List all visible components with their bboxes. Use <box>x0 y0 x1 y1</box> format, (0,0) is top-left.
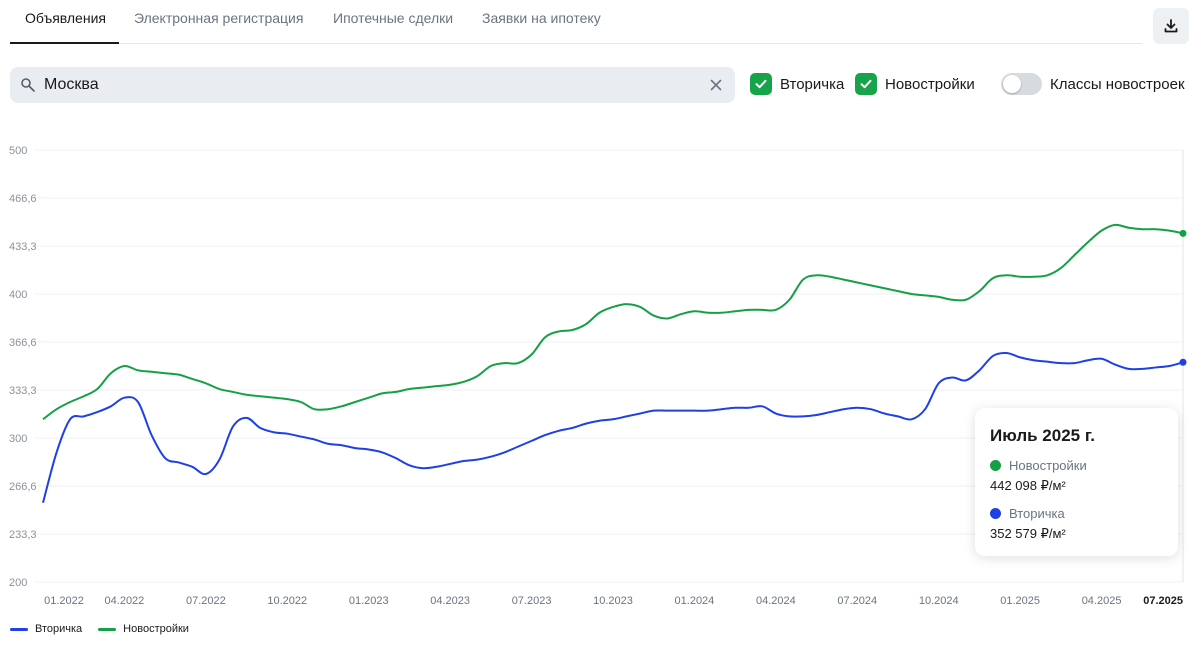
y-tick-label: 400 <box>9 289 27 301</box>
x-tick-label: 04.2023 <box>430 595 470 607</box>
tooltip-secondary-name: Вторичка <box>1009 506 1065 521</box>
tooltip-row-newbuild: Новостройки 442 098 ₽/м² <box>990 458 1163 494</box>
y-tick-label: 266,6 <box>9 481 37 493</box>
x-tick-label: 10.2022 <box>267 595 307 607</box>
download-button[interactable] <box>1153 8 1189 44</box>
x-tick-label: 01.2024 <box>675 595 715 607</box>
y-tick-label: 500 <box>9 145 27 157</box>
x-tick-label: 10.2023 <box>593 595 633 607</box>
x-axis-ticks: 01.2022 04.2022 07.2022 10.2022 01.2023 04.20… <box>44 595 1183 607</box>
legend-swatch <box>10 627 28 631</box>
x-tick-label: 04.2025 <box>1082 595 1122 607</box>
tooltip-newbuild-value: 442 098 ₽/м² <box>990 478 1066 493</box>
tooltip-title: Июль 2025 г. <box>990 426 1095 445</box>
x-tick-label: 01.2025 <box>1000 595 1040 607</box>
legend-item-newbuild[interactable]: Новостройки <box>98 623 189 635</box>
tab-electronic-registration[interactable]: Электронная регистрация <box>134 10 304 26</box>
x-tick-label: 04.2022 <box>105 595 145 607</box>
download-icon <box>1164 19 1178 33</box>
x-tick-label: 07.2025 <box>1143 595 1183 607</box>
tab-listings[interactable]: Объявления <box>25 10 106 26</box>
tab-bar: Объявления Электронная регистрация Ипоте… <box>10 0 1142 44</box>
search-icon <box>21 78 35 92</box>
x-tick-label: 01.2023 <box>349 595 389 607</box>
chart-lines <box>42 223 1187 504</box>
classes-toggle-label: Классы новостроек <box>1050 75 1185 93</box>
y-tick-label: 466,6 <box>9 193 37 205</box>
x-tick-label: 07.2024 <box>837 595 877 607</box>
search-box <box>10 67 735 103</box>
y-tick-label: 233,3 <box>9 529 37 541</box>
search-input[interactable] <box>44 67 694 103</box>
tab-mortgage-applications[interactable]: Заявки на ипотеку <box>482 10 601 26</box>
newbuild-checkbox[interactable]: Новостройки <box>855 73 975 95</box>
secondary-checkbox[interactable]: Вторичка <box>750 73 844 95</box>
chart-tooltip: Июль 2025 г. Новостройки 442 098 ₽/м² Вт… <box>975 408 1178 556</box>
toggle-switch[interactable] <box>1001 73 1042 95</box>
classes-toggle[interactable]: Классы новостроек <box>1001 73 1185 95</box>
tooltip-newbuild-name: Новостройки <box>1009 458 1087 473</box>
y-tick-label: 333,3 <box>9 385 37 397</box>
newbuild-series-line <box>42 223 1184 421</box>
checkmark-icon <box>750 73 772 95</box>
legend-label: Вторичка <box>35 623 83 635</box>
legend-swatch <box>98 627 117 631</box>
toggle-knob <box>1003 75 1021 93</box>
series-end-point <box>1179 358 1187 366</box>
x-tick-label: 01.2022 <box>44 595 84 607</box>
chart-legend: Вторичка Новостройки <box>10 623 205 635</box>
y-tick-label: 433,3 <box>9 241 37 253</box>
y-tick-label: 200 <box>9 577 27 589</box>
secondary-checkbox-label: Вторичка <box>780 75 845 93</box>
close-icon[interactable] <box>708 77 724 93</box>
tooltip-secondary-value: 352 579 ₽/м² <box>990 526 1066 541</box>
active-tab-indicator <box>10 42 119 44</box>
y-axis-ticks: 500 466,6 433,3 400 366,6 333,3 300 266,6 233,3 2… <box>9 145 37 589</box>
newbuild-dot-icon <box>990 460 1001 471</box>
series-end-point <box>1179 229 1187 237</box>
y-tick-label: 366,6 <box>9 337 37 349</box>
legend-label: Новостройки <box>123 623 189 635</box>
x-tick-label: 07.2023 <box>512 595 552 607</box>
x-tick-label: 04.2024 <box>756 595 796 607</box>
secondary-series-line <box>42 351 1184 504</box>
x-tick-label: 07.2022 <box>186 595 226 607</box>
checkmark-icon <box>855 73 877 95</box>
legend-item-secondary[interactable]: Вторичка <box>10 623 82 635</box>
tooltip-row-secondary: Вторичка 352 579 ₽/м² <box>990 506 1163 542</box>
tab-mortgage-deals[interactable]: Ипотечные сделки <box>333 10 454 26</box>
newbuild-checkbox-label: Новостройки <box>885 75 975 93</box>
x-tick-label: 10.2024 <box>919 595 959 607</box>
secondary-dot-icon <box>990 508 1001 519</box>
y-tick-label: 300 <box>9 433 27 445</box>
